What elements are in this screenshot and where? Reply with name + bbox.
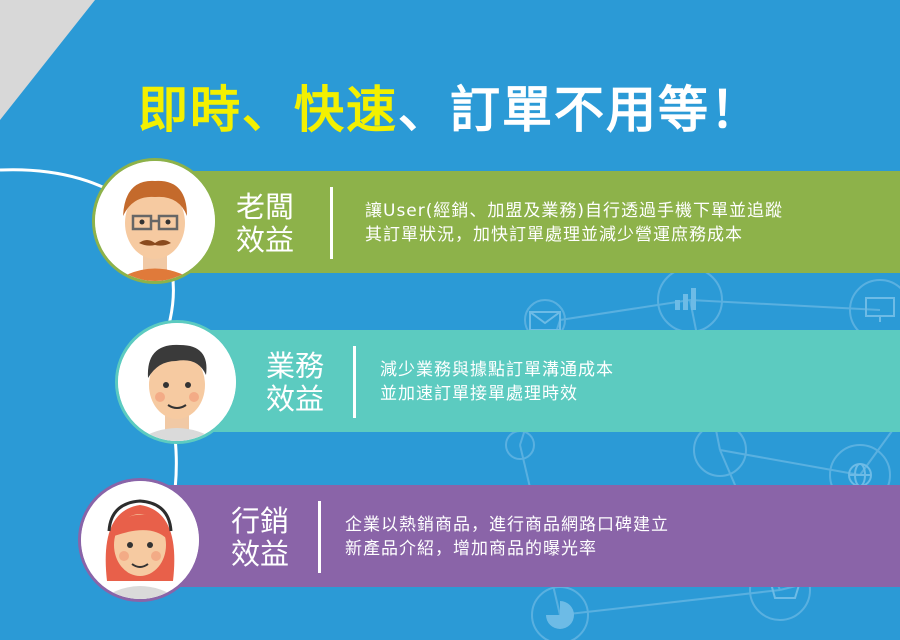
benefit-text-line2: 新產品介紹，增加商品的曝光率	[345, 539, 597, 559]
benefit-label-line1: 行銷	[230, 504, 289, 538]
benefit-label-line1: 業務	[265, 349, 324, 383]
benefit-text-line1: 減少業務與據點訂單溝通成本	[380, 360, 614, 380]
benefit-text-line2: 其訂單狀況，加快訂單處理並減少營運庶務成本	[365, 225, 743, 245]
title-rest: 、訂單不用等！	[398, 80, 762, 139]
sales-avatar	[115, 320, 239, 444]
boss-avatar	[92, 158, 218, 284]
benefit-text: 讓User(經銷、加盟及業務)自行透過手機下單並追蹤 其訂單狀況，加快訂單處理並…	[365, 199, 783, 247]
corner-decoration	[0, 0, 95, 120]
benefit-text: 減少業務與據點訂單溝通成本 並加速訂單接單處理時效	[380, 358, 614, 406]
page-title: 即時、快速、訂單不用等！	[0, 70, 900, 142]
monitor-icon	[865, 297, 895, 322]
mail-icon	[529, 311, 561, 331]
benefit-band-sales: 業務 效益 減少業務與據點訂單溝通成本 並加速訂單接單處理時效	[200, 330, 900, 432]
benefit-label-line2: 效益	[235, 223, 294, 257]
benefit-text-line2: 並加速訂單接單處理時效	[380, 384, 578, 404]
benefit-label: 行銷 效益	[215, 505, 305, 571]
band-divider	[330, 187, 333, 259]
globe-icon	[848, 463, 872, 487]
benefit-band-boss: 老闆 效益 讓User(經銷、加盟及業務)自行透過手機下單並追蹤 其訂單狀況，加…	[175, 171, 900, 273]
pie-chart-icon	[546, 601, 574, 629]
bar-chart-icon	[675, 288, 696, 310]
benefit-band-marketing: 行銷 效益 企業以熱銷商品，進行商品網路口碑建立 新產品介紹，增加商品的曝光率	[160, 485, 900, 587]
benefit-label-line2: 效益	[230, 537, 289, 571]
benefit-text-line1: 企業以熱銷商品，進行商品網路口碑建立	[345, 515, 669, 535]
benefit-text: 企業以熱銷商品，進行商品網路口碑建立 新產品介紹，增加商品的曝光率	[345, 513, 669, 561]
benefit-text-line1: 讓User(經銷、加盟及業務)自行透過手機下單並追蹤	[365, 201, 784, 221]
band-divider	[318, 501, 321, 573]
benefit-label-line1: 老闆	[235, 190, 294, 224]
band-divider	[353, 346, 356, 418]
benefit-label-line2: 效益	[265, 382, 324, 416]
title-highlight: 即時、快速	[138, 80, 398, 139]
marketing-avatar	[78, 478, 202, 602]
benefit-label: 業務 效益	[250, 350, 340, 416]
benefit-label: 老闆 效益	[220, 191, 310, 257]
